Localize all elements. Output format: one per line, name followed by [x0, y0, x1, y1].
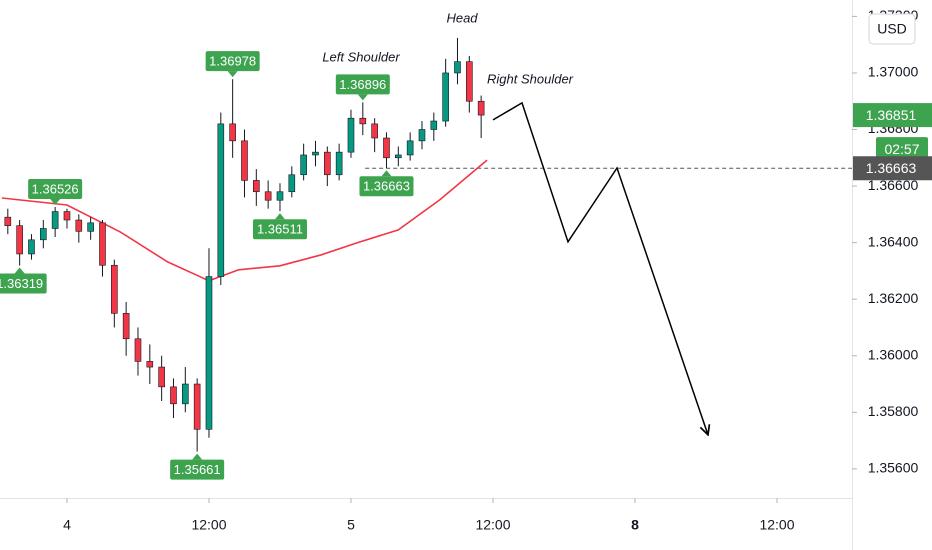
candle-body [229, 123, 236, 142]
y-tick-label: 1.36200 [868, 290, 919, 306]
x-tick-label: 12:00 [191, 517, 226, 533]
x-tick-label: 8 [631, 517, 639, 533]
swing-label-box [335, 74, 390, 95]
swing-label-box [252, 219, 307, 240]
candle-body [264, 191, 272, 201]
swing-label-box [0, 273, 47, 294]
candle-body [16, 225, 23, 255]
candle-body [205, 276, 213, 430]
swing-label-box [359, 176, 414, 197]
candle-body [217, 123, 225, 277]
currency-box [868, 13, 916, 45]
candle-body [75, 219, 83, 232]
swing-pointer [50, 199, 61, 206]
pattern-annotation: Right Shoulder [487, 71, 574, 86]
candle-body [288, 174, 296, 193]
swing-label: 1.36978 [209, 54, 256, 69]
swing-pointer [274, 213, 285, 220]
swing-label-box [205, 51, 260, 72]
level-box [853, 156, 932, 181]
candle-body [454, 61, 461, 74]
x-tick-label: 12:00 [475, 517, 510, 533]
moving-average [1, 159, 488, 282]
candle-body [158, 366, 165, 388]
candle-body [371, 123, 378, 139]
x-tick-label: 5 [347, 517, 355, 533]
candle-body [430, 120, 438, 130]
candle-body [395, 154, 402, 159]
candle-body [418, 129, 426, 142]
candle-body [253, 180, 260, 193]
last-price-box [853, 103, 932, 128]
candle-body [477, 100, 485, 116]
swing-label: 1.36896 [339, 77, 386, 92]
projection-line [492, 101, 708, 435]
candle-body [193, 383, 201, 430]
candle-body [359, 117, 367, 125]
level-label: 1.36663 [866, 160, 917, 176]
swing-pointer [381, 170, 392, 177]
candle-body [241, 140, 248, 181]
swing-label: 1.35661 [174, 462, 221, 477]
y-tick-label: 1.36400 [868, 233, 919, 249]
candle-body [312, 151, 319, 156]
last-price-label: 1.36851 [866, 107, 917, 123]
swing-pointer [192, 453, 203, 460]
pattern-annotation: Head [446, 10, 478, 25]
candle-body [28, 239, 35, 255]
candle-body [276, 191, 284, 201]
candle-body [146, 361, 154, 368]
candle-body [40, 228, 47, 241]
swing-label-box [170, 459, 225, 480]
candle-body [4, 216, 12, 226]
candle-body [87, 222, 94, 232]
swing-pointer [357, 94, 368, 101]
candle-body [300, 154, 307, 176]
swing-label: 1.36526 [32, 181, 79, 196]
swing-label: 1.36319 [0, 276, 43, 291]
swing-pointer [227, 71, 238, 78]
swing-label-box [28, 179, 83, 200]
y-tick-label: 1.36600 [868, 177, 919, 193]
swing-pointer [14, 267, 25, 274]
swing-label: 1.36663 [363, 179, 410, 194]
candle-body [406, 140, 414, 156]
x-tick-label: 12:00 [759, 517, 794, 533]
candle-body [134, 338, 142, 362]
x-tick-label: 4 [63, 517, 71, 533]
candle-body [466, 61, 473, 102]
candle-body [442, 72, 449, 122]
swing-label: 1.36511 [257, 222, 303, 237]
candle-body [383, 137, 390, 159]
pattern-annotation: Left Shoulder [322, 49, 400, 64]
countdown-box [876, 137, 928, 162]
y-tick-label: 1.36000 [868, 346, 919, 362]
candle-body [324, 151, 331, 176]
candle-body [51, 211, 59, 229]
y-tick-label: 1.37000 [868, 64, 919, 80]
y-tick-label: 1.35800 [868, 403, 919, 419]
candle-body [347, 117, 355, 153]
candle-body [111, 264, 118, 314]
candle-body [99, 222, 106, 266]
candle-body [170, 386, 177, 405]
currency-label: USD [877, 21, 907, 37]
candle-body [335, 151, 343, 176]
y-tick-label: 1.35600 [868, 460, 919, 476]
countdown-label: 02:57 [884, 141, 919, 157]
candle-body [122, 313, 130, 340]
candle-body [182, 383, 189, 405]
candle-body [63, 211, 71, 221]
